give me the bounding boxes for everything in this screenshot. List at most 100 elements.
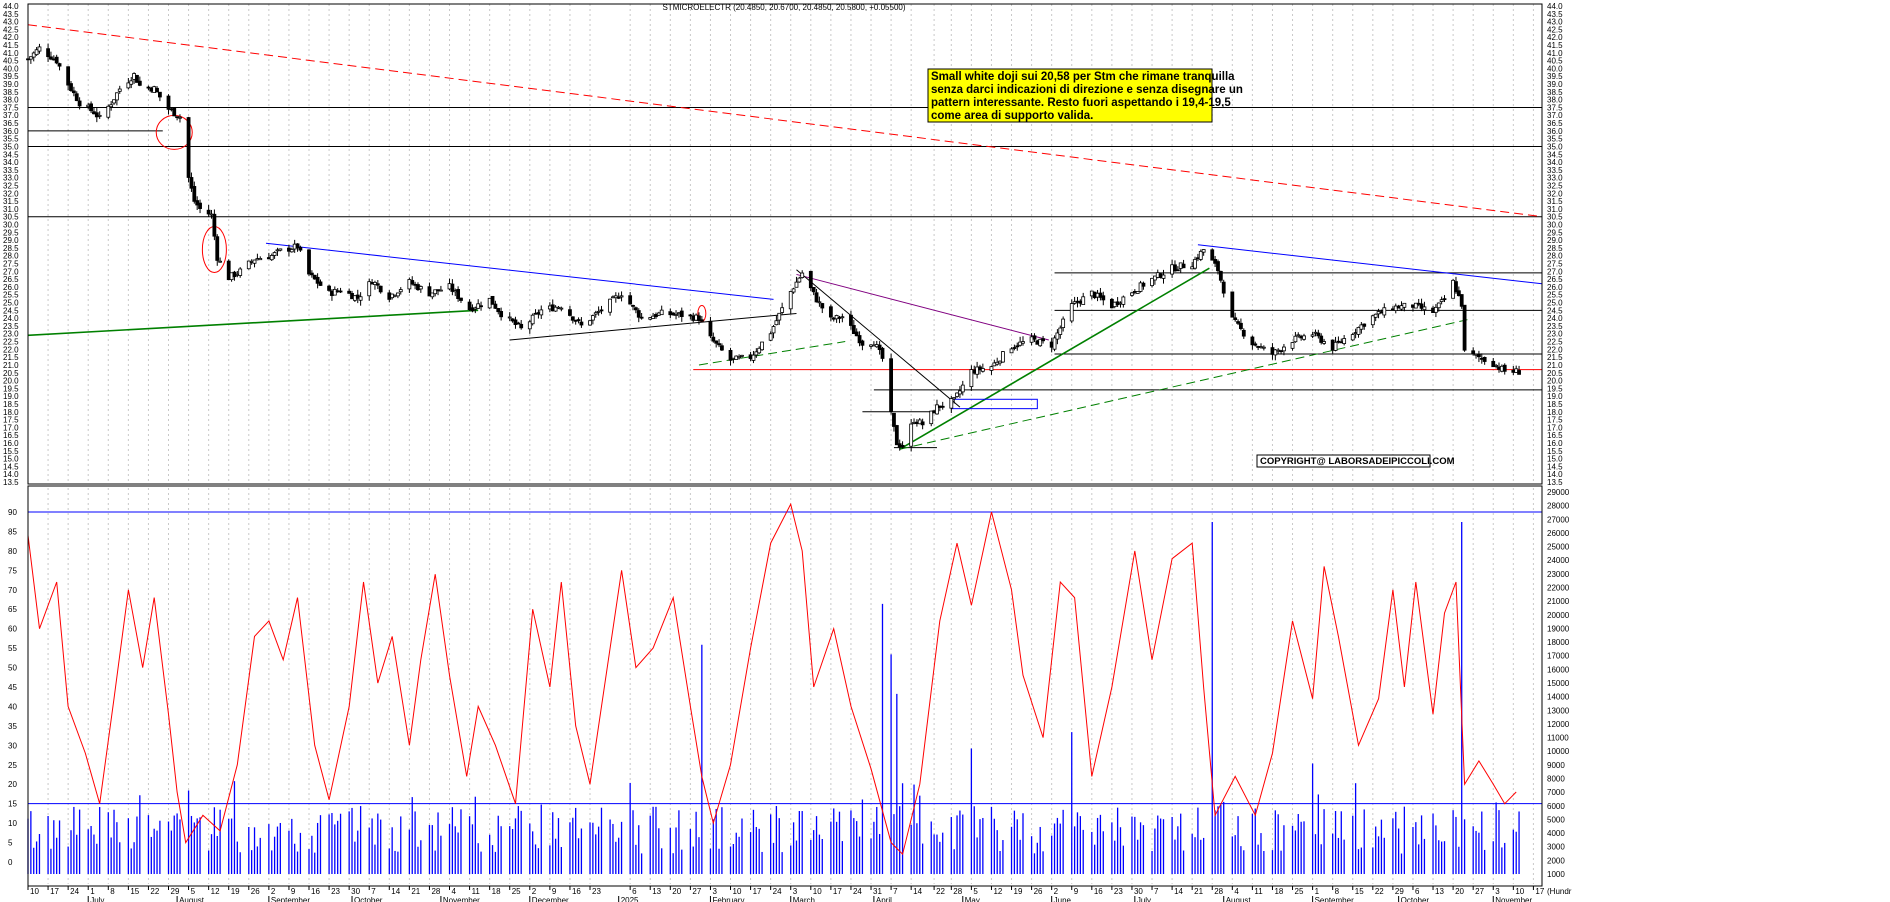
candle-body — [590, 315, 595, 321]
candle-body — [1342, 338, 1347, 344]
price-tick-left: 18.5 — [3, 400, 19, 409]
candle-body — [135, 74, 139, 83]
price-tick-right: 42.5 — [1547, 25, 1563, 34]
candle-body — [117, 88, 122, 92]
candle-body — [450, 283, 455, 292]
candle-body — [877, 344, 882, 351]
candle-body — [158, 91, 162, 98]
osc-tick: 60 — [8, 625, 17, 634]
candle-body — [1482, 357, 1487, 362]
price-tick-left: 20.5 — [3, 369, 19, 378]
price-tick-right: 33.5 — [1547, 166, 1563, 175]
candle-body — [527, 321, 532, 330]
candle-body — [66, 66, 71, 86]
annotation-line-4: come area di supporto valida. — [931, 110, 1093, 122]
price-tick-right: 16.0 — [1547, 439, 1563, 448]
candle-body — [619, 295, 624, 298]
price-tick-left: 24.5 — [3, 306, 19, 315]
candle-body — [593, 312, 598, 315]
candle-body — [1350, 334, 1355, 341]
candle-body — [490, 295, 495, 305]
chart-title: STMICROELECTR (20.4850, 20.6700, 20.4850… — [662, 3, 905, 12]
x-month-label: May — [965, 896, 980, 902]
annotation-line-3: pattern interessante. Resto fuori aspett… — [931, 97, 1231, 109]
price-tick-right: 23.5 — [1547, 322, 1563, 331]
x-day-label: 28 — [431, 887, 440, 896]
candle-body — [496, 308, 501, 313]
candle-body — [178, 116, 182, 119]
x-day-label: 12 — [993, 887, 1002, 896]
price-tick-right: 24.0 — [1547, 314, 1563, 323]
x-day-label: 29 — [171, 887, 180, 896]
candle-body — [892, 412, 896, 427]
candle-body — [1141, 282, 1146, 287]
price-tick-left: 36.0 — [3, 127, 19, 136]
candle-body — [106, 105, 111, 118]
price-tick-left: 33.0 — [3, 174, 19, 183]
price-tick-right: 39.5 — [1547, 72, 1563, 81]
candle-body — [1021, 341, 1025, 344]
x-day-label: 10 — [1515, 887, 1524, 896]
candle-body — [608, 298, 612, 313]
price-tick-right: 29.0 — [1547, 236, 1563, 245]
candle-body — [57, 63, 62, 67]
price-tick-right: 21.5 — [1547, 353, 1563, 362]
volume-tick: 23000 — [1547, 570, 1570, 579]
candle-body — [1456, 290, 1461, 297]
candle-body — [1221, 281, 1226, 294]
x-day-label: 29 — [1395, 887, 1404, 896]
price-tick-left: 18.0 — [3, 408, 19, 417]
candle-body — [1517, 370, 1521, 375]
candle-body — [439, 289, 443, 292]
osc-tick: 0 — [8, 858, 13, 867]
candle-body — [940, 405, 945, 408]
candle-body — [126, 82, 131, 89]
candle-body — [410, 280, 415, 285]
candle-body — [737, 356, 742, 359]
candle-body — [1150, 277, 1154, 287]
candle-body — [54, 56, 59, 64]
price-tick-right: 26.5 — [1547, 275, 1563, 284]
x-day-label: 8 — [1335, 887, 1340, 896]
candle-body — [315, 276, 320, 284]
price-tick-right: 36.0 — [1547, 127, 1563, 136]
candle-body — [1362, 323, 1367, 327]
price-tick-right: 23.0 — [1547, 330, 1563, 339]
candle-body — [711, 336, 716, 342]
x-day-label: 9 — [291, 887, 296, 896]
price-tick-right: 27.5 — [1547, 260, 1563, 269]
volume-tick: 10000 — [1547, 747, 1570, 756]
annotation-line-1: Small white doji sui 20,58 per Stm che r… — [931, 71, 1235, 83]
candle-body — [1296, 334, 1301, 337]
candle-body — [800, 272, 805, 278]
osc-tick: 45 — [8, 683, 17, 692]
price-tick-left: 33.5 — [3, 166, 19, 175]
candle-body — [633, 307, 638, 311]
candle-body — [780, 307, 785, 313]
price-tick-right: 20.0 — [1547, 377, 1563, 386]
candle-body — [757, 347, 762, 354]
candle-body — [1058, 327, 1063, 335]
candle-body — [433, 289, 438, 295]
price-tick-right: 40.5 — [1547, 57, 1563, 66]
price-tick-left: 29.5 — [3, 228, 19, 237]
candle-body — [1135, 291, 1140, 294]
candle-body — [1442, 298, 1447, 301]
osc-tick: 50 — [8, 664, 17, 673]
x-day-label: 25 — [512, 887, 521, 896]
price-tick-right: 38.0 — [1547, 96, 1563, 105]
candle-body — [456, 289, 461, 299]
candle-body — [808, 270, 813, 289]
candle-body — [1069, 303, 1074, 322]
candle-body — [636, 310, 641, 318]
candle-body — [467, 301, 472, 311]
price-tick-right: 32.5 — [1547, 181, 1563, 190]
candle-body — [375, 283, 380, 286]
x-day-label: 4 — [452, 887, 457, 896]
volume-tick: 28000 — [1547, 502, 1570, 511]
osc-tick: 10 — [8, 819, 17, 828]
price-tick-right: 37.5 — [1547, 103, 1563, 112]
price-tick-right: 32.0 — [1547, 189, 1563, 198]
x-month-label: July — [1137, 896, 1151, 902]
